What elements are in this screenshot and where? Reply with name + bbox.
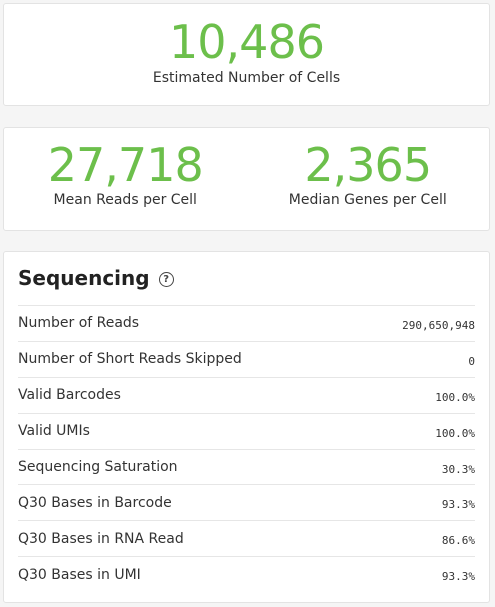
median-genes-metric: 2,365 Median Genes per Cell [247,128,490,230]
mean-reads-label: Mean Reads per Cell [4,192,247,208]
median-genes-label: Median Genes per Cell [247,192,490,208]
metric-value: 93.3% [442,566,475,583]
metric-value: 100.0% [435,387,475,404]
estimated-cells-value: 10,486 [4,19,489,65]
metric-value: 30.3% [442,459,475,476]
metric-label: Q30 Bases in RNA Read [18,531,184,547]
metric-value: 290,650,948 [402,315,475,332]
mean-reads-metric: 27,718 Mean Reads per Cell [4,128,247,230]
median-genes-value: 2,365 [247,142,490,188]
table-row: Q30 Bases in UMI 93.3% [18,556,475,592]
table-row: Number of Short Reads Skipped 0 [18,341,475,377]
metric-label: Valid UMIs [18,423,90,439]
sequencing-metrics-table: Number of Reads 290,650,948 Number of Sh… [18,305,475,592]
sequencing-card: Sequencing ? Number of Reads 290,650,948… [3,251,490,603]
metric-label: Number of Reads [18,315,139,331]
table-row: Q30 Bases in RNA Read 86.6% [18,520,475,556]
metric-value: 93.3% [442,494,475,511]
table-row: Valid Barcodes 100.0% [18,377,475,413]
reads-genes-card: 27,718 Mean Reads per Cell 2,365 Median … [3,127,490,231]
metric-value: 86.6% [442,530,475,547]
table-row: Q30 Bases in Barcode 93.3% [18,484,475,520]
metric-label: Valid Barcodes [18,387,121,403]
metric-label: Number of Short Reads Skipped [18,351,242,367]
metric-label: Q30 Bases in Barcode [18,495,172,511]
metric-label: Q30 Bases in UMI [18,567,141,583]
metric-value: 0 [468,351,475,368]
estimated-cells-card: 10,486 Estimated Number of Cells [3,3,490,106]
table-row: Valid UMIs 100.0% [18,413,475,449]
question-circle-icon[interactable]: ? [159,272,174,287]
mean-reads-value: 27,718 [4,142,247,188]
metric-label: Sequencing Saturation [18,459,178,475]
table-row: Number of Reads 290,650,948 [18,305,475,341]
metric-value: 100.0% [435,423,475,440]
sequencing-header: Sequencing ? [18,266,174,290]
estimated-cells-label: Estimated Number of Cells [4,70,489,86]
sequencing-title: Sequencing [18,266,150,290]
table-row: Sequencing Saturation 30.3% [18,449,475,485]
